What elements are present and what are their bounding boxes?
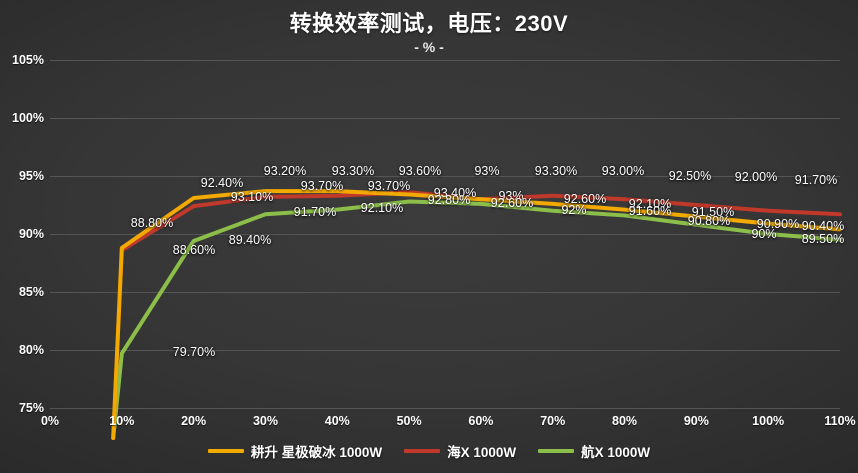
y-axis-tick-label: 80%	[18, 342, 44, 357]
legend-color-swatch	[207, 449, 244, 453]
series-line	[111, 199, 842, 440]
data-point-label: 93%	[474, 164, 500, 178]
data-point-label: 90.90%	[756, 217, 800, 231]
y-axis-tick-label: 75%	[18, 400, 44, 415]
data-point-label: 93%	[498, 189, 524, 203]
data-point-label: 92.10%	[628, 197, 672, 211]
data-point-label: 92.60%	[563, 192, 607, 206]
gridline	[50, 60, 840, 61]
data-point-label: 91.60%	[628, 204, 672, 218]
legend-color-swatch	[538, 449, 575, 453]
data-point-label: 91.50%	[691, 205, 735, 219]
x-axis-tick-label: 20%	[181, 414, 207, 428]
gridline	[50, 408, 840, 409]
data-point-label: 91.70%	[794, 173, 838, 187]
legend-item[interactable]: 耕升 星极破冰 1000W	[207, 441, 383, 461]
x-axis-tick-label: 10%	[109, 414, 135, 428]
x-axis-tick-label: 100%	[752, 414, 785, 428]
data-point-label: 92.80%	[427, 193, 471, 207]
y-axis-tick-label: 100%	[12, 110, 44, 125]
legend-item-label: 海X 1000W	[447, 445, 517, 460]
gridline	[50, 176, 840, 177]
legend-item-label: 航X 1000W	[581, 445, 651, 460]
data-point-label: 93.40%	[433, 186, 477, 200]
legend-item-label: 耕升 星极破冰 1000W	[250, 445, 383, 460]
x-axis-tick-label: 110%	[824, 414, 856, 428]
y-axis-tick-label: 85%	[18, 284, 44, 299]
gridline	[50, 118, 840, 119]
data-point-label: 93.30%	[331, 164, 375, 178]
data-point-label: 92.00%	[734, 170, 778, 184]
chart-legend: 耕升 星极破冰 1000W 海X 1000W 航X 1000W	[0, 441, 858, 461]
x-axis-labels: 0% 10% 20% 30% 40% 50% 60% 70% 80% 90% 100% 110%	[41, 414, 856, 434]
y-axis-tick-label: 105%	[12, 52, 44, 67]
data-point-label: 93.10%	[230, 190, 274, 204]
data-point-label: 93.20%	[263, 164, 307, 178]
data-point-label: 93.60%	[398, 164, 442, 178]
data-point-label: 79.70%	[172, 345, 216, 359]
chart-title: 转换效率测试，电压：230V	[289, 11, 569, 36]
y-axis-tick-label: 95%	[18, 168, 44, 183]
gridline	[50, 234, 840, 235]
data-point-label: 93.70%	[300, 179, 344, 193]
legend-item[interactable]: 海X 1000W	[404, 441, 516, 461]
data-point-label: 92.60%	[490, 196, 534, 210]
series-lines	[111, 189, 842, 440]
x-axis-tick-label: 80%	[612, 414, 638, 428]
data-point-label: 88.80%	[130, 216, 174, 230]
data-point-label: 93.70%	[367, 179, 411, 193]
gridline	[50, 350, 840, 351]
data-point-label: 90%	[751, 227, 777, 241]
data-point-label: 88.60%	[172, 243, 216, 257]
x-axis-tick-label: 40%	[324, 414, 350, 428]
data-point-label: 92.40%	[200, 176, 244, 190]
data-point-label: 89.40%	[228, 233, 272, 247]
data-point-label: 92.10%	[360, 201, 404, 215]
data-point-label: 89.50%	[801, 232, 845, 246]
x-axis-tick-label: 0%	[40, 414, 60, 428]
y-axis-labels: 105% 100% 95% 90% 85% 80% 75%	[0, 54, 44, 414]
data-point-label: 90.80%	[687, 214, 731, 228]
data-point-label: 92.50%	[668, 169, 712, 183]
x-axis-tick-label: 90%	[683, 414, 709, 428]
x-axis-tick-label: 70%	[540, 414, 566, 428]
plot-area: 88.80% 88.60% 79.70% 92.40% 93.10% 89.40% 93.2…	[50, 60, 844, 440]
data-point-label: 91.70%	[293, 205, 337, 219]
legend-item[interactable]: 航X 1000W	[538, 441, 650, 461]
chart-subtitle: - % -	[414, 39, 444, 55]
data-point-label: 93.30%	[534, 164, 578, 178]
x-axis-tick-label: 60%	[468, 414, 494, 428]
x-axis-tick-label: 30%	[252, 414, 278, 428]
data-point-label: 90.40%	[801, 219, 845, 233]
data-point-label: 93.00%	[601, 164, 645, 178]
series-line	[111, 189, 842, 440]
data-point-label: 92%	[561, 203, 587, 217]
x-axis-tick-label: 50%	[396, 414, 422, 428]
gridline	[50, 292, 840, 293]
y-axis-tick-label: 90%	[18, 226, 44, 241]
legend-color-swatch	[404, 449, 441, 453]
